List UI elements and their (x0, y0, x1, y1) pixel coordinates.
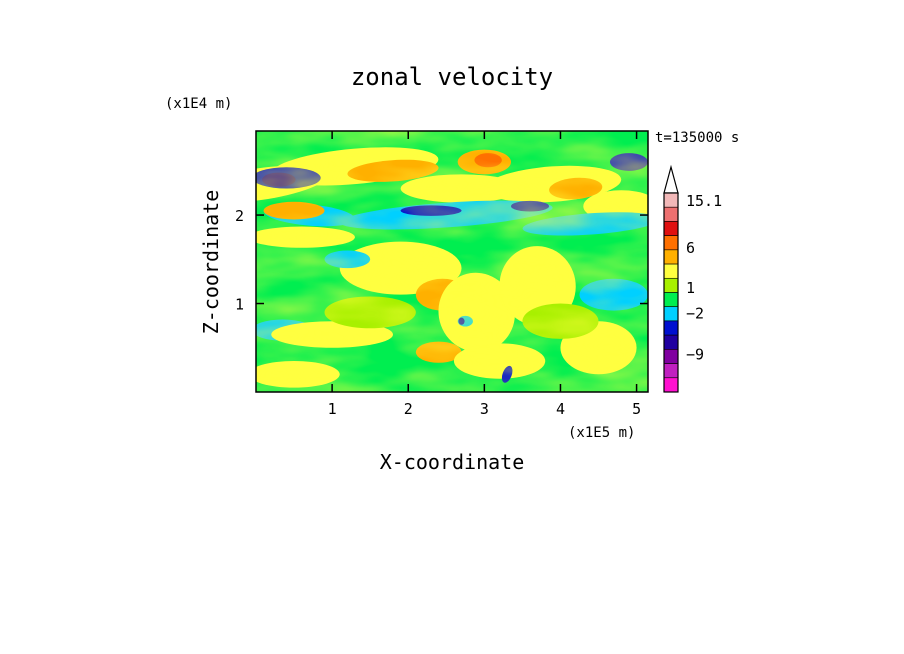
y-axis-label: Z-coordinate (199, 190, 223, 335)
colorbar-swatch (663, 320, 679, 336)
colorbar-swatch (663, 221, 679, 236)
colorbar-label: 6 (686, 239, 695, 257)
x-axis: 1 2 3 4 5 (328, 131, 641, 418)
colorbar-label: 1 (686, 279, 695, 297)
x-tick-label: 4 (556, 400, 565, 418)
colorbar-swatch (663, 334, 679, 350)
chart-title: zonal velocity (351, 63, 553, 91)
colorbar: 15.1 6 1 −2 −9 (663, 164, 722, 393)
x-tick-label: 2 (404, 400, 413, 418)
plot-area (255, 130, 649, 393)
x-tick-label: 1 (328, 400, 337, 418)
colorbar-label: −2 (686, 304, 704, 322)
colorbar-swatch (663, 349, 679, 364)
x-tick-label: 3 (480, 400, 489, 418)
x-scale-label: (x1E5 m) (568, 425, 635, 441)
colorbar-swatch (663, 249, 679, 265)
colorbar-frame (663, 192, 679, 393)
time-label: t=135000 s (655, 130, 739, 146)
colorbar-swatch (663, 192, 679, 208)
colorbar-swatch (663, 235, 679, 251)
x-tick-label: 5 (632, 400, 641, 418)
colorbar-swatch (663, 306, 679, 322)
colorbar-swatch (663, 263, 679, 279)
plot-frame (255, 130, 649, 393)
x-axis-label: X-coordinate (380, 450, 525, 474)
colorbar-swatch (663, 292, 679, 308)
colorbar-swatch (663, 277, 679, 293)
colorbar-swatch (663, 206, 679, 222)
y-tick-label: 2 (235, 207, 244, 225)
colorbar-label: −9 (686, 346, 704, 364)
colorbar-label: 15.1 (686, 192, 722, 210)
y-tick-label: 1 (235, 296, 244, 314)
colorbar-swatch (663, 377, 679, 393)
colorbar-arrow (663, 164, 679, 194)
y-scale-label: (x1E4 m) (165, 96, 232, 112)
colorbar-swatch (663, 363, 679, 379)
y-axis: 12 (235, 207, 648, 314)
